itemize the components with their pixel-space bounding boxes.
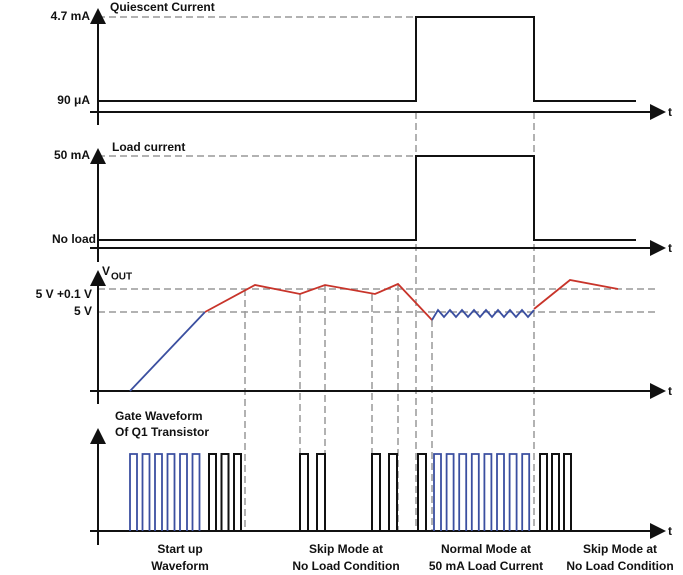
pulse-group: [539, 453, 572, 531]
pulse-group: [129, 453, 201, 531]
level-label: 90 μA: [57, 93, 90, 107]
quiescent-waveform: [98, 16, 636, 102]
axis-label: t: [668, 384, 672, 398]
gate-pulses: [129, 453, 572, 531]
axis-label: t: [668, 241, 672, 255]
phase-label: 50 mA Load Current: [429, 559, 543, 573]
axis-label: t: [668, 105, 672, 119]
pulse-group: [299, 453, 326, 531]
axis-label: t: [668, 524, 672, 538]
level-label: No load: [52, 232, 96, 246]
panel-title-sub: OUT: [111, 272, 132, 283]
level-label: 4.7 mA: [51, 9, 91, 23]
phase-label: Normal Mode at: [441, 542, 531, 556]
pulse-group: [417, 453, 427, 531]
phase-label: Skip Mode at: [583, 542, 657, 556]
level-label: 5 V +0.1 V: [36, 287, 92, 301]
vout-skip: [204, 282, 433, 321]
guides: [98, 16, 655, 531]
pulse-group: [208, 453, 242, 531]
load-waveform: [98, 155, 636, 241]
axes: [90, 8, 666, 545]
level-label: 50 mA: [54, 148, 90, 162]
pulse-group: [433, 453, 531, 531]
pulse-group: [371, 453, 398, 531]
phase-label: No Load Condition: [566, 559, 673, 573]
vout-skip-2: [533, 279, 619, 310]
panel-title: Of Q1 Transistor: [115, 425, 209, 439]
panel-title: Load current: [112, 140, 185, 154]
vout-ramp: [129, 311, 206, 392]
panel-title: Gate Waveform: [115, 409, 203, 423]
phase-label: No Load Condition: [292, 559, 399, 573]
phase-label: Waveform: [151, 559, 209, 573]
panel-title: Quiescent Current: [110, 0, 215, 14]
panel-title: V: [102, 264, 110, 278]
phase-label: Start up: [157, 542, 202, 556]
vout-ripple: [431, 308, 535, 321]
phase-label: Skip Mode at: [309, 542, 383, 556]
level-label: 5 V: [74, 304, 92, 318]
